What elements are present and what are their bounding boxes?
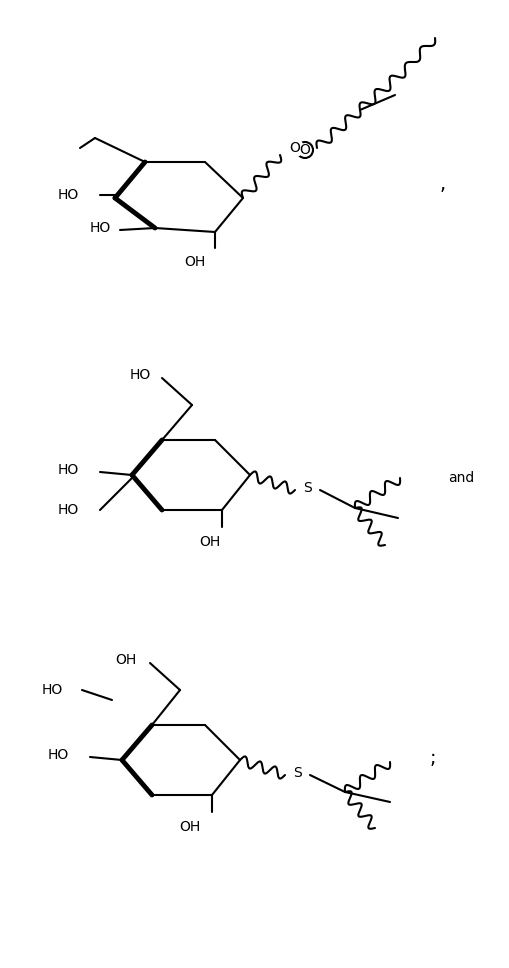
Text: OH: OH bbox=[179, 820, 201, 834]
Text: HO: HO bbox=[90, 221, 111, 235]
Text: HO: HO bbox=[58, 463, 79, 477]
Text: ;: ; bbox=[430, 748, 437, 768]
Text: HO: HO bbox=[130, 368, 151, 382]
Text: O: O bbox=[300, 143, 310, 157]
Text: HO: HO bbox=[58, 503, 79, 517]
Text: and: and bbox=[448, 471, 474, 485]
Text: HO: HO bbox=[58, 188, 79, 202]
Text: OH: OH bbox=[184, 255, 206, 269]
Text: HO: HO bbox=[48, 748, 69, 762]
Text: ,: , bbox=[440, 175, 446, 195]
Text: OH: OH bbox=[200, 535, 220, 549]
Text: S: S bbox=[304, 481, 313, 495]
Text: OH: OH bbox=[115, 653, 136, 667]
Text: O: O bbox=[290, 141, 300, 155]
Text: S: S bbox=[294, 766, 302, 780]
Text: HO: HO bbox=[42, 683, 63, 697]
